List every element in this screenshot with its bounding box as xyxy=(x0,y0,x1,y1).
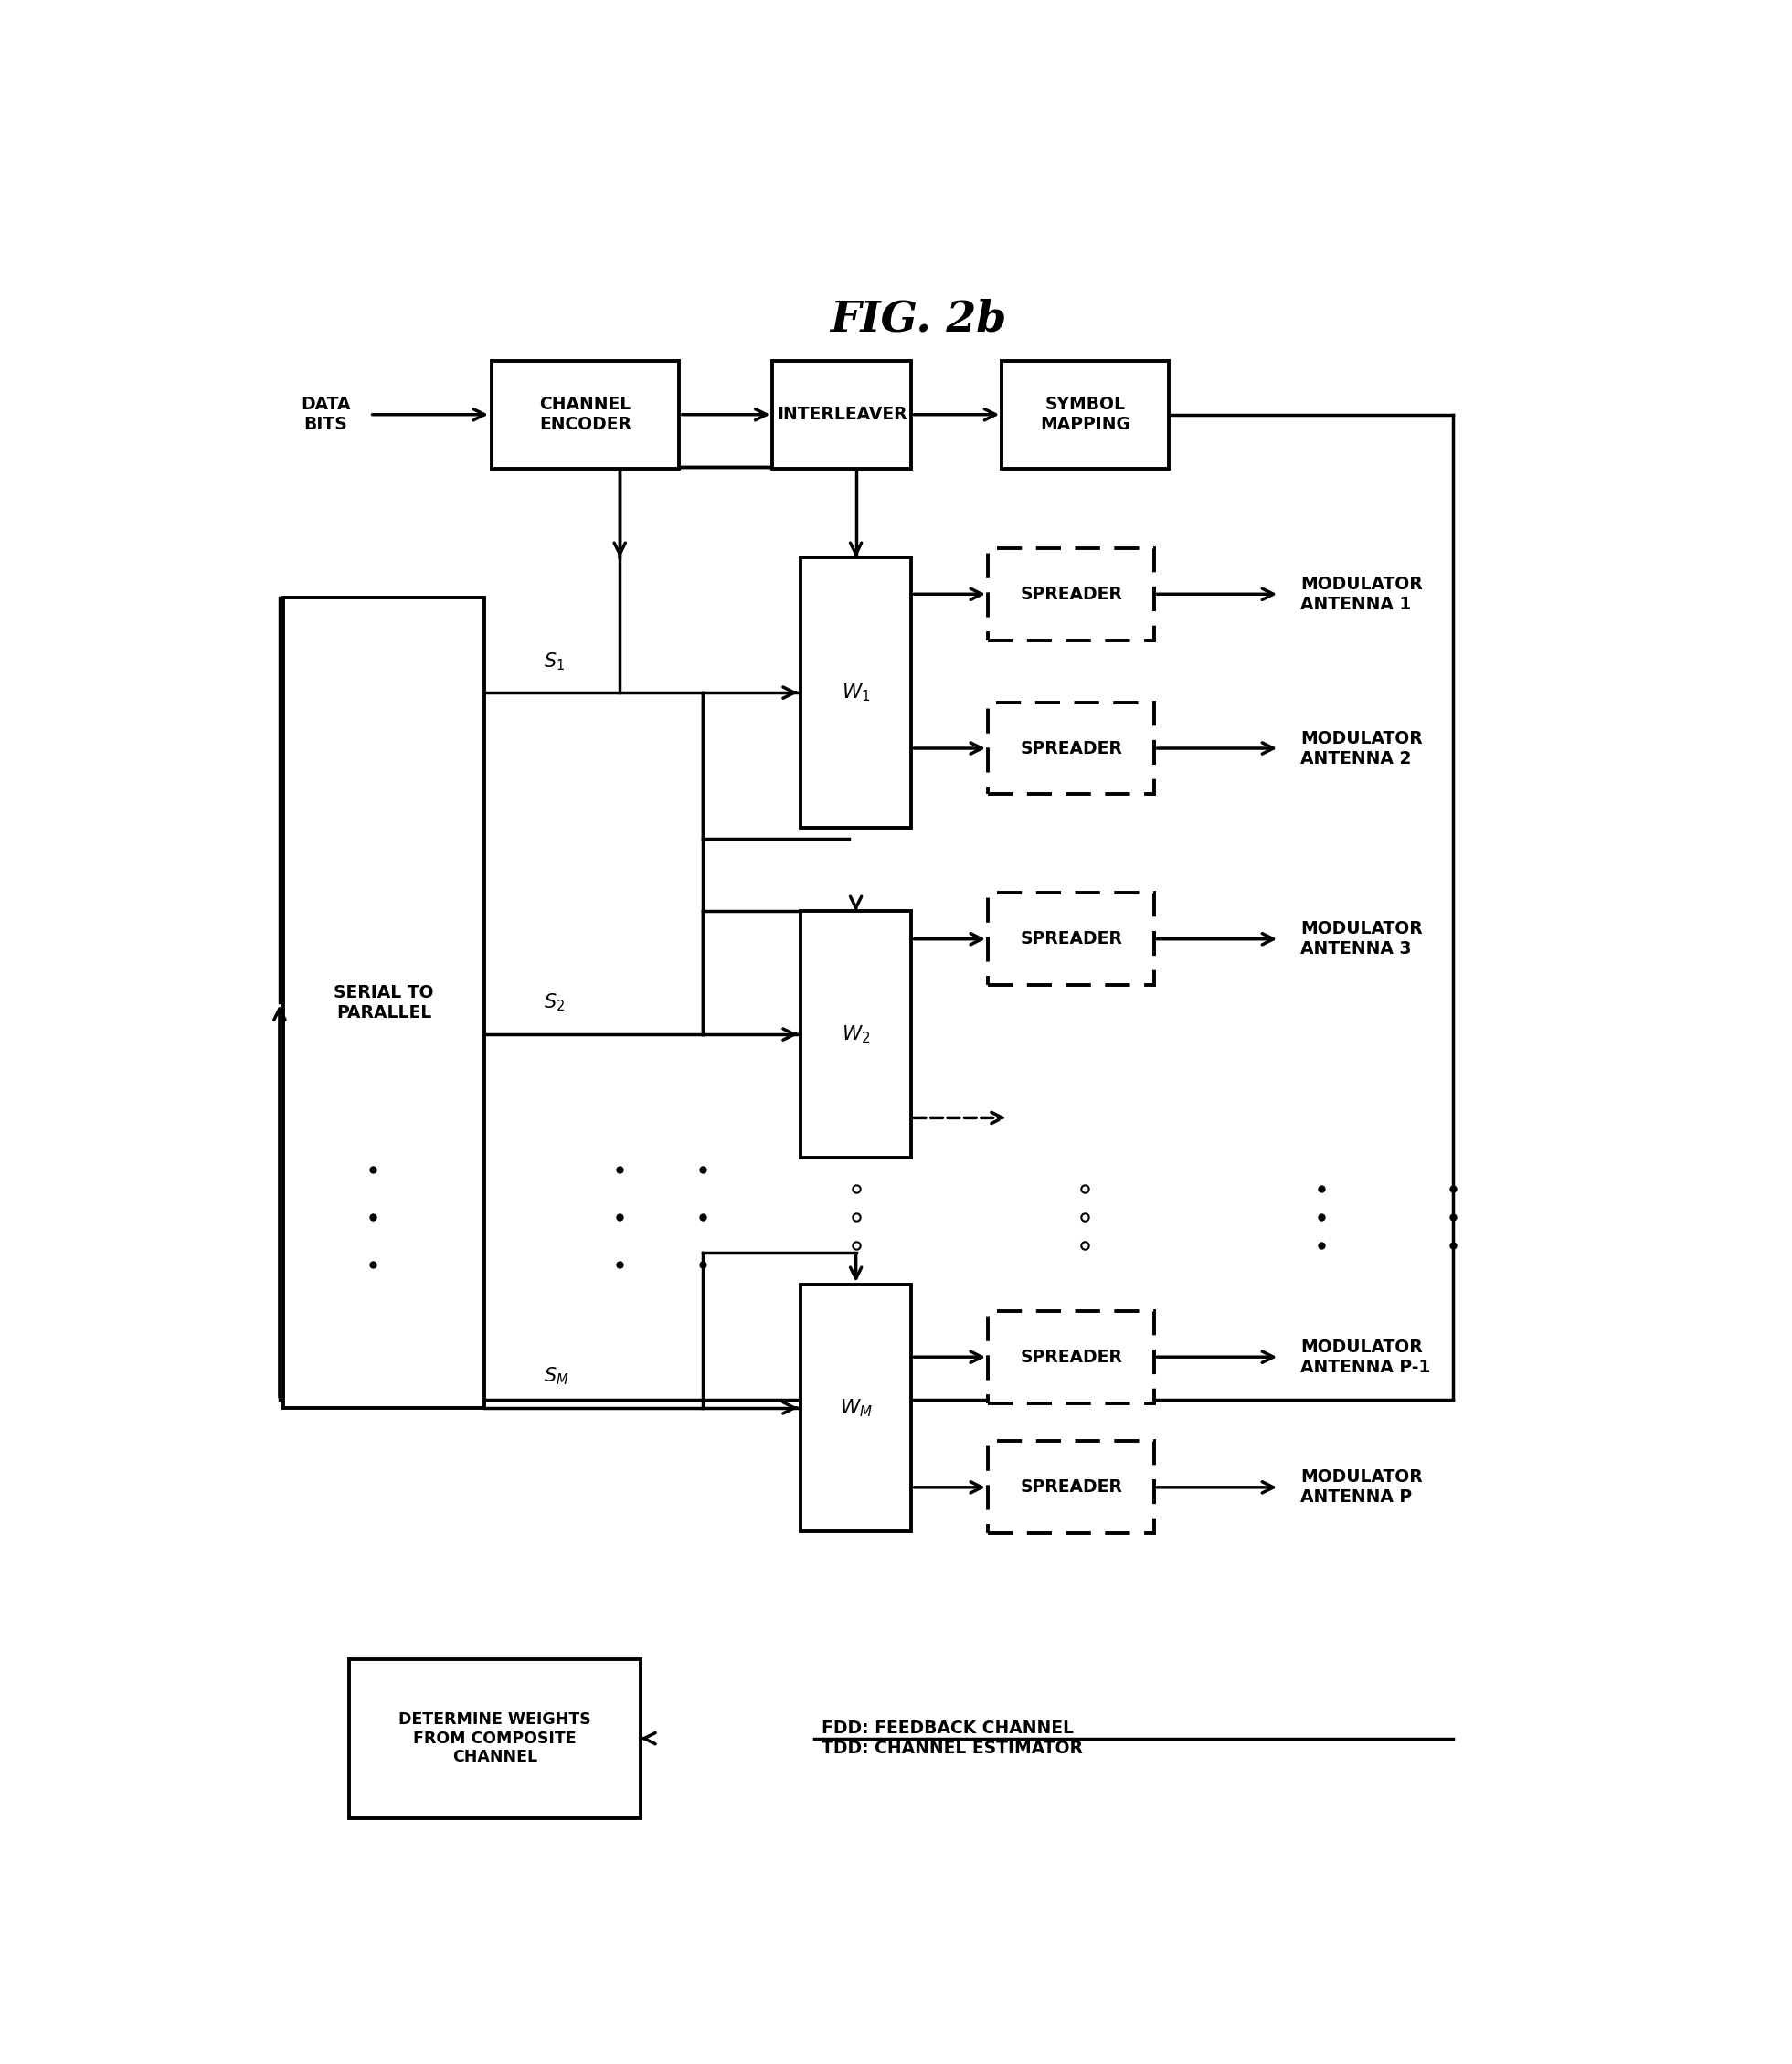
Text: $W_M$: $W_M$ xyxy=(839,1397,873,1418)
Text: SYMBOL
MAPPING: SYMBOL MAPPING xyxy=(1039,396,1131,433)
Bar xyxy=(349,1659,642,1818)
Text: SPREADER: SPREADER xyxy=(1020,739,1122,757)
Bar xyxy=(987,1311,1154,1404)
Text: $S_1$: $S_1$ xyxy=(543,650,564,673)
Bar xyxy=(987,549,1154,640)
Text: $W_2$: $W_2$ xyxy=(842,1024,871,1044)
Bar xyxy=(772,361,912,469)
Text: SPREADER: SPREADER xyxy=(1020,586,1122,603)
Text: INTERLEAVER: INTERLEAVER xyxy=(778,407,907,423)
Bar xyxy=(801,557,912,828)
Text: MODULATOR
ANTENNA 3: MODULATOR ANTENNA 3 xyxy=(1301,921,1423,958)
Text: MODULATOR
ANTENNA 1: MODULATOR ANTENNA 1 xyxy=(1301,576,1423,613)
Text: $W_1$: $W_1$ xyxy=(842,681,871,704)
Bar xyxy=(987,702,1154,795)
Text: DETERMINE WEIGHTS
FROM COMPOSITE
CHANNEL: DETERMINE WEIGHTS FROM COMPOSITE CHANNEL xyxy=(398,1711,591,1765)
Text: SPREADER: SPREADER xyxy=(1020,1478,1122,1496)
Text: FDD: FEEDBACK CHANNEL
TDD: CHANNEL ESTIMATOR: FDD: FEEDBACK CHANNEL TDD: CHANNEL ESTIM… xyxy=(821,1719,1082,1756)
Bar xyxy=(491,361,679,469)
Bar xyxy=(801,910,912,1158)
Text: $S_M$: $S_M$ xyxy=(543,1366,568,1387)
Text: SPREADER: SPREADER xyxy=(1020,931,1122,947)
Text: CHANNEL
ENCODER: CHANNEL ENCODER xyxy=(539,396,631,433)
Text: MODULATOR
ANTENNA P-1: MODULATOR ANTENNA P-1 xyxy=(1301,1337,1430,1377)
Bar xyxy=(801,1284,912,1531)
Text: SPREADER: SPREADER xyxy=(1020,1348,1122,1366)
Text: $S_2$: $S_2$ xyxy=(543,993,564,1013)
Text: SERIAL TO
PARALLEL: SERIAL TO PARALLEL xyxy=(333,985,434,1022)
Bar xyxy=(1002,361,1168,469)
Bar xyxy=(283,596,484,1408)
Text: MODULATOR
ANTENNA P: MODULATOR ANTENNA P xyxy=(1301,1470,1423,1507)
Text: DATA
BITS: DATA BITS xyxy=(301,396,349,433)
Bar xyxy=(987,1441,1154,1534)
Bar xyxy=(987,894,1154,985)
Text: MODULATOR
ANTENNA 2: MODULATOR ANTENNA 2 xyxy=(1301,729,1423,768)
Text: FIG. 2b: FIG. 2b xyxy=(830,297,1007,341)
